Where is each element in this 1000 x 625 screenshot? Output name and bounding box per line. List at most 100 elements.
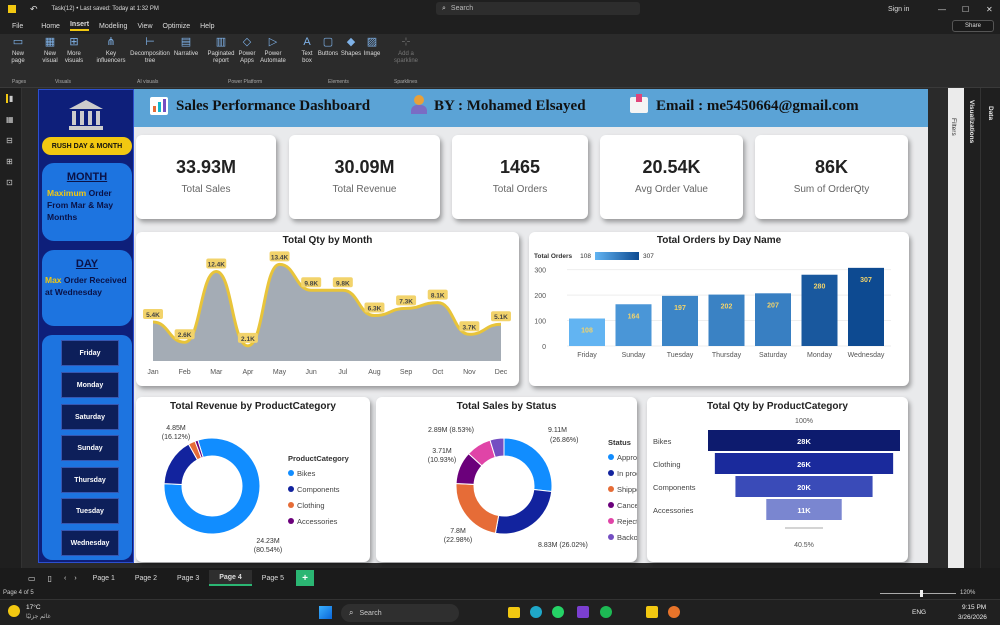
sales-by-status-chart[interactable]: Total Sales by Status Status Approved In p… <box>376 397 637 562</box>
slicer-item-tuesday[interactable]: Tuesday <box>61 498 119 524</box>
x-tick-label: Jan <box>147 369 158 376</box>
query-view-icon[interactable]: ⊡ <box>6 178 13 187</box>
search-box[interactable]: ⌕ Search <box>436 2 640 15</box>
file-title: Task(12) • Last saved: Today at 1:32 PM <box>51 6 159 12</box>
paginated-report-button[interactable]: ▥ Paginated report <box>207 36 235 65</box>
new-page-button[interactable]: ▭ New page <box>11 36 25 65</box>
power-apps-button[interactable]: ◇ Power Apps <box>238 36 256 65</box>
share-button[interactable]: Share <box>952 20 994 32</box>
weather-widget[interactable]: 17°C غائم جزئيًا <box>6 603 66 623</box>
funnel-value-label: 11K <box>797 506 811 515</box>
narrative-button[interactable]: ▤ Narrative <box>173 36 199 58</box>
text-box-icon: A <box>303 36 311 48</box>
qty-by-month-chart[interactable]: Total Qty by Month 5.4K Jan 2.6K Feb 12.4K Ma… <box>136 232 519 386</box>
kpi-label: Avg Order Value <box>634 184 708 195</box>
next-page-icon[interactable]: › <box>74 574 77 582</box>
revenue-by-category-chart[interactable]: Total Revenue by ProductCategory Product… <box>136 397 370 562</box>
taskbar-search[interactable]: ⌕ Search <box>341 604 459 622</box>
menu-file[interactable]: File <box>12 22 24 30</box>
shapes-button[interactable]: ◆ Shapes <box>340 36 362 58</box>
kpi-card-total-orders[interactable]: 1465 Total Orders <box>452 135 588 219</box>
visualizations-pane[interactable]: Visualizations <box>965 88 981 568</box>
orders-by-day-chart[interactable]: Total Orders by Day Name Total Orders 10… <box>529 232 909 386</box>
add-page-button[interactable]: + <box>295 570 314 586</box>
kpi-card-sum-orderqty[interactable]: 86K Sum of OrderQty <box>755 135 908 219</box>
menu-modeling[interactable]: Modeling <box>99 22 128 30</box>
kpi-card-avg-order-value[interactable]: 20.54K Avg Order Value <box>600 135 743 219</box>
tab-page-4[interactable]: Page 4 <box>209 570 252 586</box>
data-label: 6.3K <box>368 306 382 313</box>
menu-view[interactable]: View <box>137 22 153 30</box>
x-tick-label: Oct <box>432 369 443 376</box>
legend-title: Status <box>608 438 631 447</box>
menu-home[interactable]: Home <box>41 22 60 30</box>
text-box-button[interactable]: A Text box <box>301 36 313 65</box>
month-card: MONTH Maximum Order From Mar & May Month… <box>42 163 132 241</box>
menu-optimize[interactable]: Optimize <box>162 22 191 30</box>
funnel-category-label: Clothing <box>653 460 681 469</box>
prev-page-icon[interactable]: ‹ <box>63 574 67 582</box>
sign-in-link[interactable]: Sign in <box>888 5 910 13</box>
slicer-item-friday[interactable]: Friday <box>61 340 119 366</box>
model-view-icon[interactable]: ⊟ <box>6 136 13 145</box>
edge-icon[interactable] <box>530 606 542 618</box>
menu-help[interactable]: Help <box>200 22 215 30</box>
maximize-icon[interactable]: ☐ <box>962 4 970 14</box>
desktop-view-icon[interactable]: ▭ <box>28 573 36 583</box>
data-label: (80.54%) <box>254 547 282 554</box>
clock-date[interactable]: 3/26/2026 <box>958 614 987 621</box>
data-label-bg <box>364 302 385 313</box>
filters-pane[interactable]: Filters <box>948 88 964 568</box>
bar <box>755 293 791 346</box>
table-view-icon[interactable]: ▦ <box>6 115 14 124</box>
menu-insert[interactable]: Insert <box>69 21 90 31</box>
bank-icon <box>69 100 103 132</box>
clock-time[interactable]: 9:15 PM <box>962 604 987 611</box>
slicer-item-sunday[interactable]: Sunday <box>61 435 119 461</box>
slicer-item-monday[interactable]: Monday <box>61 372 119 398</box>
zoom-handle[interactable] <box>920 590 923 597</box>
tab-page-5[interactable]: Page 5 <box>261 574 284 582</box>
whatsapp-icon[interactable] <box>552 606 564 618</box>
start-icon[interactable] <box>319 606 332 619</box>
area-line <box>152 262 502 348</box>
close-icon[interactable]: ✕ <box>986 4 993 14</box>
bar-legend-max: 307 <box>643 252 654 260</box>
spotify-icon[interactable] <box>600 606 612 618</box>
new-visual-button[interactable]: ▦ New visual <box>42 36 58 65</box>
qty-by-category-funnel[interactable]: Total Qty by ProductCategory 100% 28K Bike… <box>647 397 908 562</box>
add-sparkline-button[interactable]: ⊹ Add a sparkline <box>393 36 418 65</box>
slicer-item-saturday[interactable]: Saturday <box>61 404 119 430</box>
title-bar: ↶ Task(12) • Last saved: Today at 1:32 P… <box>0 0 1000 18</box>
narrative-icon: ▤ <box>180 36 192 48</box>
slicer-item-thursday[interactable]: Thursday <box>61 467 119 493</box>
image-button[interactable]: ▨ Image <box>363 36 381 58</box>
slicer-item-wednesday[interactable]: Wednesday <box>61 530 119 556</box>
file-explorer-icon[interactable] <box>508 607 520 618</box>
tab-page-3[interactable]: Page 3 <box>177 574 200 582</box>
zoom-slider[interactable] <box>880 590 956 597</box>
legend-marker <box>288 518 294 524</box>
data-pane[interactable]: Data <box>983 88 1000 568</box>
tab-page-2[interactable]: Page 2 <box>134 574 158 582</box>
button-icon: ▢ <box>322 36 334 48</box>
undo-icon[interactable]: ↶ <box>30 3 38 14</box>
kpi-card-total-sales[interactable]: 33.93M Total Sales <box>136 135 276 219</box>
tab-page-1[interactable]: Page 1 <box>92 574 115 582</box>
data-label: 3.7K <box>462 324 476 331</box>
key-influencers-button[interactable]: ⋔ Key influencers <box>96 36 126 65</box>
report-view-icon[interactable]: ▮ <box>6 94 16 103</box>
buttons-button[interactable]: ▢ Buttons <box>317 36 339 58</box>
vscode-icon[interactable] <box>577 606 589 618</box>
app-icon[interactable] <box>668 606 680 618</box>
more-visuals-button[interactable]: ⊞ More visuals <box>64 36 84 65</box>
powerbi-icon[interactable] <box>646 606 658 618</box>
dax-view-icon[interactable]: ⊞ <box>6 157 13 166</box>
kpi-card-total-revenue[interactable]: 30.09M Total Revenue <box>289 135 440 219</box>
mobile-view-icon[interactable]: ▯ <box>47 573 52 583</box>
minimize-icon[interactable]: — <box>938 4 946 14</box>
decomposition-tree-button[interactable]: ⊢ Decomposition tree <box>130 36 170 65</box>
power-automate-button[interactable]: ▷ Power Automate <box>260 36 286 65</box>
search-icon: ⌕ <box>442 4 446 12</box>
language-indicator[interactable]: ENG <box>912 609 927 616</box>
